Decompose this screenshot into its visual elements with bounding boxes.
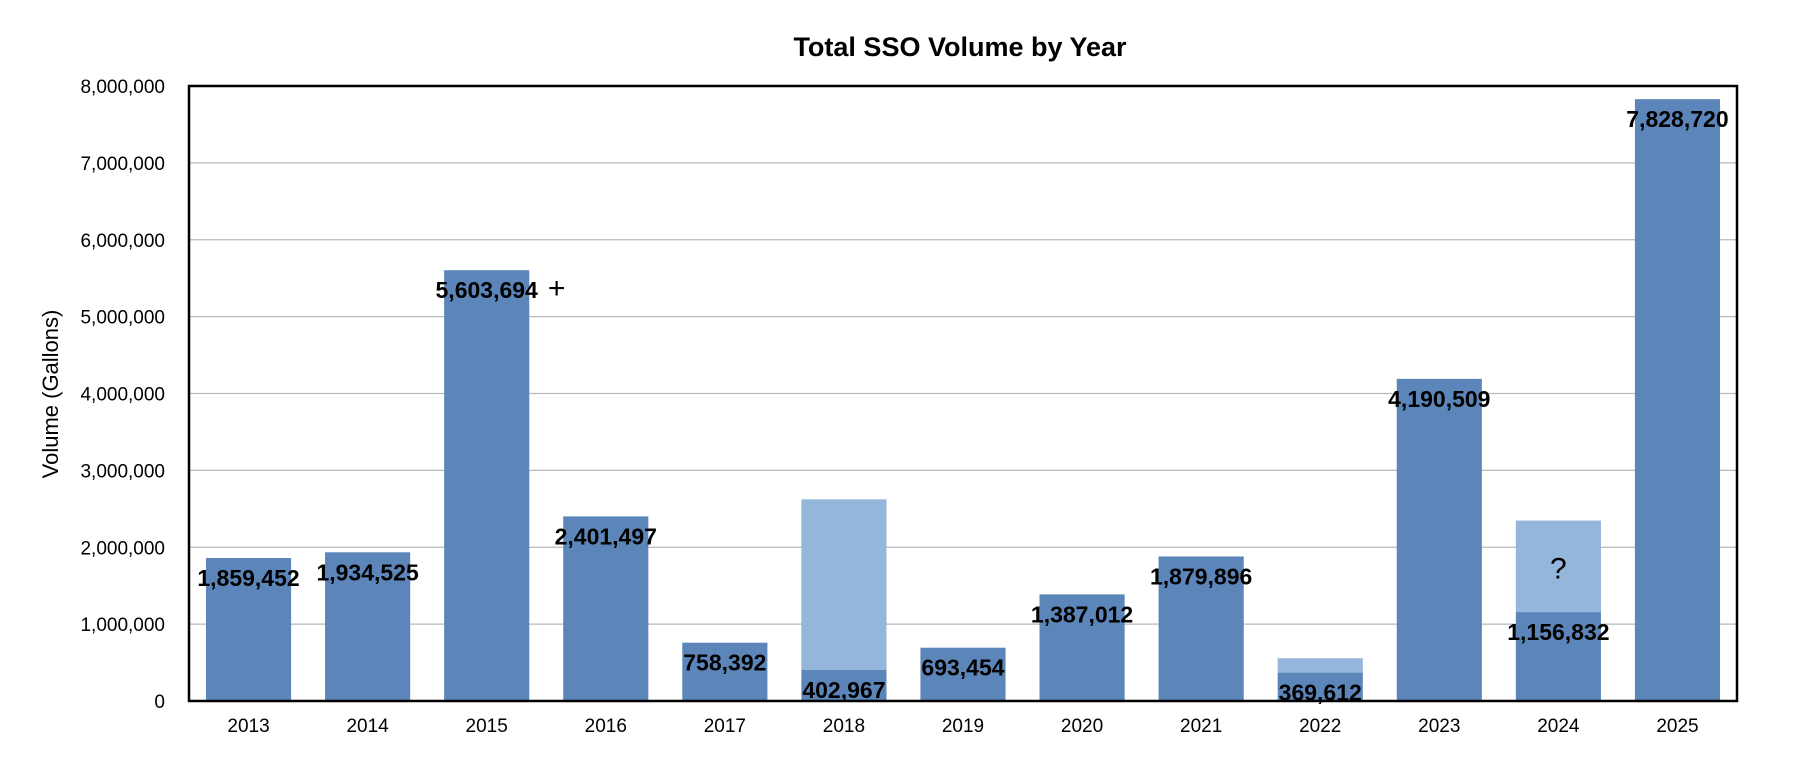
data-label: 2,401,497 (555, 523, 657, 549)
x-axis-ticks: 2013 2014 2015 2016 2017 2018 2019 2020 2021 2022… (227, 716, 1698, 737)
bar-2025 (1634, 99, 1721, 701)
y-tick-label: 2,000,000 (80, 538, 165, 559)
bar-2020 (1039, 594, 1125, 701)
data-label: 4,190,509 (1388, 386, 1490, 412)
bar-2023 (1396, 378, 1482, 701)
chart-title: Total SSO Volume by Year (793, 32, 1127, 62)
x-tick-label: 2025 (1656, 716, 1698, 737)
x-tick-label: 2023 (1418, 716, 1460, 737)
bar-segment-additional-2018 (801, 499, 887, 671)
data-label: 5,603,694 (436, 277, 539, 303)
bar-2019 (920, 647, 1006, 701)
bar-2017 (682, 642, 768, 701)
data-label: 7,828,720 (1626, 106, 1728, 132)
y-tick-label: 8,000,000 (80, 77, 165, 98)
x-tick-label: 2014 (346, 716, 389, 737)
x-tick-label: 2024 (1537, 716, 1580, 737)
x-tick-label: 2017 (704, 716, 746, 737)
y-tick-label: 7,000,000 (80, 154, 165, 175)
data-label: 1,879,896 (1150, 563, 1252, 589)
bar-2022 (1277, 672, 1363, 701)
bar-2014 (325, 552, 411, 701)
gridlines (189, 162, 1737, 625)
bar-segment-additional-2024 (1515, 520, 1601, 613)
bar-2024 (1515, 612, 1601, 701)
bar-2013 (205, 558, 292, 701)
bar-2015 (444, 270, 530, 701)
data-label: 1,859,452 (197, 565, 299, 591)
annotation-question: ? (1550, 552, 1567, 585)
data-label: 758,392 (683, 650, 766, 676)
y-tick-label: 0 (154, 692, 165, 713)
y-tick-label: 3,000,000 (80, 461, 165, 482)
data-label: 1,934,525 (316, 559, 419, 585)
y-tick-label: 4,000,000 (80, 385, 165, 406)
y-tick-label: 6,000,000 (80, 231, 165, 252)
x-tick-label: 2016 (585, 716, 627, 737)
data-label: 402,967 (802, 677, 885, 703)
bar-2021 (1158, 556, 1244, 701)
x-tick-label: 2020 (1061, 716, 1103, 737)
x-tick-label: 2015 (466, 716, 508, 737)
data-labels: 1,859,452 1,934,525 5,603,694 2,401,497 758,… (197, 106, 1728, 705)
x-tick-label: 2021 (1180, 716, 1222, 737)
data-label: 693,454 (921, 655, 1004, 681)
x-tick-label: 2018 (823, 716, 865, 737)
y-axis-ticks: 0 1,000,000 2,000,000 3,000,000 4,000,000 5,0… (80, 77, 165, 713)
y-tick-label: 1,000,000 (80, 615, 165, 636)
x-tick-label: 2019 (942, 716, 984, 737)
bar-segment-additional-2022 (1277, 658, 1363, 673)
data-label: 1,387,012 (1031, 601, 1133, 627)
plot-frame (187, 84, 1739, 703)
annotation-plus: + (548, 272, 566, 305)
bar-2016 (563, 516, 649, 701)
x-tick-label: 2013 (227, 716, 269, 737)
bar-2018 (801, 670, 887, 701)
y-tick-label: 5,000,000 (80, 308, 165, 329)
x-tick-label: 2022 (1299, 716, 1341, 737)
bars (205, 99, 1721, 701)
data-label: 1,156,832 (1507, 619, 1609, 645)
y-axis-label: Volume (Gallons) (38, 310, 63, 479)
